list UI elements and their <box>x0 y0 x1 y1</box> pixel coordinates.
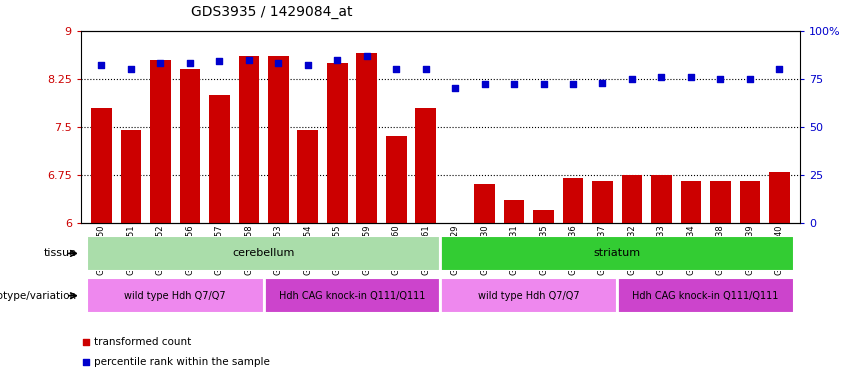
Point <box>773 66 786 72</box>
Point <box>625 76 639 82</box>
Bar <box>238 56 260 223</box>
Bar <box>268 56 288 223</box>
Point <box>360 53 374 59</box>
Bar <box>327 63 347 223</box>
Point <box>419 66 432 72</box>
Text: cerebellum: cerebellum <box>232 248 294 258</box>
Point <box>183 60 197 66</box>
Text: Hdh CAG knock-in Q111/Q111: Hdh CAG knock-in Q111/Q111 <box>279 291 426 301</box>
Bar <box>180 69 200 223</box>
Point <box>684 74 698 80</box>
Text: percentile rank within the sample: percentile rank within the sample <box>94 358 270 367</box>
Point <box>271 60 285 66</box>
Bar <box>617 278 794 313</box>
Bar <box>651 175 671 223</box>
Point <box>566 81 580 88</box>
Bar <box>357 53 377 223</box>
Text: striatum: striatum <box>594 248 641 258</box>
Bar <box>415 108 436 223</box>
Text: transformed count: transformed count <box>94 337 191 347</box>
Bar <box>474 184 495 223</box>
Point <box>448 85 462 91</box>
Bar <box>298 130 318 223</box>
Bar <box>710 181 731 223</box>
Text: Hdh CAG knock-in Q111/Q111: Hdh CAG knock-in Q111/Q111 <box>632 291 779 301</box>
Point <box>301 62 315 68</box>
Point <box>477 81 491 88</box>
Bar <box>91 108 111 223</box>
Point <box>507 81 521 88</box>
Bar <box>209 95 230 223</box>
Point <box>743 76 757 82</box>
Bar <box>504 200 524 223</box>
Point <box>713 76 727 82</box>
Text: wild type Hdh Q7/Q7: wild type Hdh Q7/Q7 <box>478 291 580 301</box>
Bar <box>563 178 583 223</box>
Point <box>330 56 344 63</box>
Bar <box>87 236 440 271</box>
Bar <box>441 278 617 313</box>
Bar <box>592 181 613 223</box>
Point <box>79 359 93 366</box>
Point <box>94 62 108 68</box>
Bar <box>740 181 760 223</box>
Bar <box>121 130 141 223</box>
Point <box>537 81 551 88</box>
Bar <box>386 136 407 223</box>
Point <box>596 79 609 86</box>
Text: tissue: tissue <box>43 248 77 258</box>
Bar <box>681 181 701 223</box>
Text: GDS3935 / 1429084_at: GDS3935 / 1429084_at <box>191 5 353 19</box>
Text: wild type Hdh Q7/Q7: wild type Hdh Q7/Q7 <box>124 291 226 301</box>
Text: genotype/variation: genotype/variation <box>0 291 77 301</box>
Point <box>79 339 93 345</box>
Point <box>390 66 403 72</box>
Bar <box>441 236 794 271</box>
Bar <box>264 278 441 313</box>
Point <box>213 58 226 65</box>
Bar <box>150 60 171 223</box>
Point <box>154 60 168 66</box>
Bar <box>621 175 643 223</box>
Point <box>242 56 255 63</box>
Bar <box>87 278 264 313</box>
Bar <box>534 210 554 223</box>
Point <box>124 66 138 72</box>
Point <box>654 74 668 80</box>
Bar <box>769 172 790 223</box>
